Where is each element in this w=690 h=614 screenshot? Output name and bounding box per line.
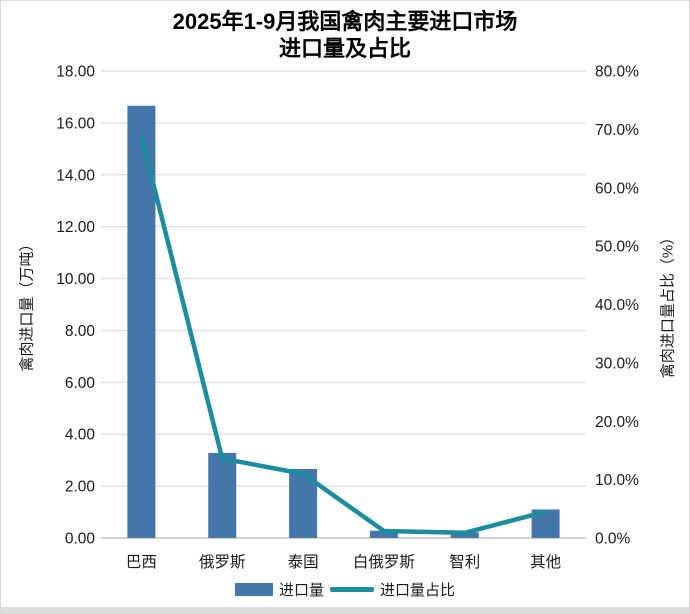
y-right-tick-label: 0.0% — [595, 531, 631, 548]
legend-item-share: 进口量占比 — [330, 579, 455, 600]
bottom-border-strip — [1, 607, 689, 613]
line-swatch-icon — [330, 587, 374, 592]
y-left-tick-label: 12.00 — [56, 219, 95, 236]
y-left-tick-label: 0.00 — [65, 531, 96, 548]
x-category-label: 俄罗斯 — [199, 553, 246, 571]
y-left-tick-label: 2.00 — [65, 479, 96, 496]
y-right-tick-label: 40.0% — [595, 297, 639, 314]
y-right-tick-label: 10.0% — [595, 472, 639, 489]
x-category-label: 其他 — [530, 553, 561, 571]
bar-swatch-icon — [234, 583, 273, 596]
y-left-tick-label: 8.00 — [65, 323, 96, 340]
x-category-label: 智利 — [449, 553, 480, 571]
legend-item-imports: 进口量 — [234, 579, 324, 600]
bar-智利 — [450, 532, 479, 538]
bar-俄罗斯 — [208, 452, 237, 538]
legend-label-share: 进口量占比 — [380, 582, 456, 599]
y-left-tick-label: 18.00 — [56, 64, 95, 81]
chart-title-line1: 2025年1-9月我国禽肉主要进口市场 — [172, 9, 518, 34]
y-right-tick-label: 30.0% — [595, 355, 639, 372]
share-line — [139, 135, 547, 536]
x-category-label: 巴西 — [126, 554, 157, 571]
x-category-label: 白俄罗斯 — [353, 553, 415, 571]
y-left-tick-label: 6.00 — [65, 375, 96, 392]
x-category-label: 泰国 — [288, 553, 319, 571]
chart-title-line2: 进口量及占比 — [278, 36, 411, 61]
y-right-tick-label: 50.0% — [595, 239, 639, 256]
chart-title: 2025年1-9月我国禽肉主要进口市场 进口量及占比 — [1, 8, 689, 62]
y-left-tick-label: 14.00 — [56, 167, 95, 184]
y-right-tick-label: 80.0% — [595, 64, 639, 81]
legend-label-imports: 进口量 — [278, 582, 324, 599]
y-left-tick-label: 16.00 — [56, 115, 95, 132]
y-right-tick-label: 70.0% — [595, 122, 639, 139]
y-right-tick-label: 60.0% — [595, 180, 639, 197]
y-left-tick-label: 4.00 — [65, 427, 96, 444]
legend: 进口量 进口量占比 — [1, 579, 689, 600]
bar-白俄罗斯 — [369, 530, 398, 538]
y-right-tick-label: 20.0% — [595, 414, 639, 431]
y-left-tick-label: 10.00 — [56, 271, 95, 288]
